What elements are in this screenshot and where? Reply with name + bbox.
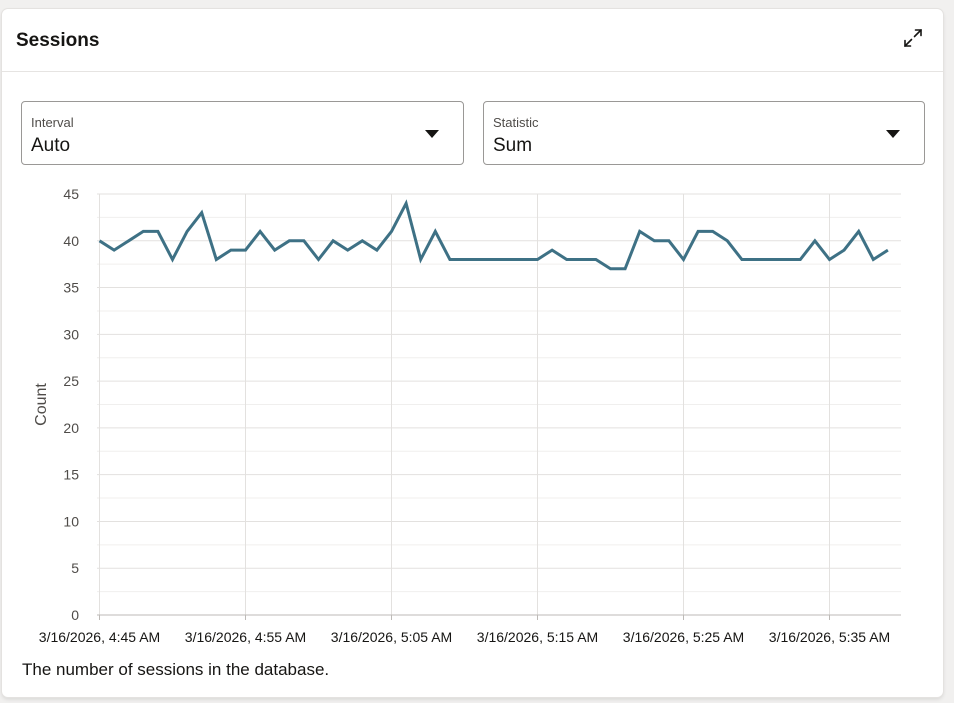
y-tick-label: 30: [63, 326, 79, 342]
y-tick-label: 15: [63, 467, 79, 483]
expand-arrows-icon: [904, 29, 922, 47]
expand-button[interactable]: [901, 26, 925, 50]
y-tick-label: 40: [63, 233, 79, 249]
interval-value: Auto: [31, 135, 71, 156]
data-point: [506, 257, 510, 261]
data-point: [667, 239, 671, 243]
data-point: [857, 229, 861, 233]
data-point: [871, 257, 875, 261]
data-point: [769, 257, 773, 261]
data-point: [200, 211, 204, 215]
data-point: [755, 257, 759, 261]
data-point: [127, 239, 131, 243]
data-point: [638, 229, 642, 233]
data-point: [784, 257, 788, 261]
data-point: [317, 257, 321, 261]
y-tick-label: 10: [63, 513, 79, 529]
x-tick-label: 3/16/2026, 4:55 AM: [185, 629, 306, 645]
card-header: Sessions: [2, 9, 943, 72]
data-point: [302, 239, 306, 243]
data-point: [273, 248, 277, 252]
data-point: [346, 248, 350, 252]
data-point: [360, 239, 364, 243]
data-point: [609, 267, 613, 271]
x-tick-label: 3/16/2026, 5:35 AM: [769, 629, 890, 645]
data-point: [112, 248, 116, 252]
data-point: [433, 229, 437, 233]
data-point: [244, 248, 248, 252]
x-tick-label: 3/16/2026, 5:05 AM: [331, 629, 452, 645]
data-point: [536, 257, 540, 261]
data-point: [521, 257, 525, 261]
data-point: [886, 248, 890, 252]
data-point: [842, 248, 846, 252]
data-point: [419, 257, 423, 261]
data-point: [565, 257, 569, 261]
interval-select[interactable]: Interval Auto: [21, 101, 464, 165]
data-point: [214, 257, 218, 261]
y-tick-label: 0: [71, 607, 79, 623]
y-tick-label: 5: [71, 560, 79, 576]
data-point: [798, 257, 802, 261]
data-point: [258, 229, 262, 233]
data-point: [156, 229, 160, 233]
data-point: [682, 257, 686, 261]
data-point: [375, 248, 379, 252]
data-point: [623, 267, 627, 271]
data-point: [594, 257, 598, 261]
x-tick-label: 3/16/2026, 5:15 AM: [477, 629, 598, 645]
statistic-label: Statistic: [493, 115, 539, 130]
data-point: [652, 239, 656, 243]
data-point: [711, 229, 715, 233]
data-point: [448, 257, 452, 261]
data-point: [331, 239, 335, 243]
y-tick-label: 20: [63, 420, 79, 436]
data-point: [404, 201, 408, 205]
chevron-down-icon: [425, 130, 439, 138]
data-point: [492, 257, 496, 261]
data-point: [550, 248, 554, 252]
sessions-line-chart: 0 5 10 15 20 25 30 35 40 45 3/16/2026, 4:45 AM 3/16…: [33, 186, 901, 645]
x-tick-label: 3/16/2026, 4:45 AM: [39, 629, 160, 645]
chart-description: The number of sessions in the database.: [22, 660, 330, 679]
statistic-value: Sum: [493, 135, 533, 156]
x-tick-label: 3/16/2026, 5:25 AM: [623, 629, 744, 645]
data-point: [98, 239, 102, 243]
y-tick-label: 35: [63, 280, 79, 296]
chevron-down-icon: [886, 130, 900, 138]
data-point: [740, 257, 744, 261]
sessions-series-line: [98, 199, 889, 271]
data-point: [141, 229, 145, 233]
data-point: [477, 257, 481, 261]
y-axis-title: Count: [33, 383, 50, 426]
data-point: [828, 257, 832, 261]
y-tick-label: 25: [63, 373, 79, 389]
data-point: [287, 239, 291, 243]
data-point: [171, 257, 175, 261]
data-point: [813, 239, 817, 243]
data-point: [696, 229, 700, 233]
data-point: [463, 257, 467, 261]
data-point: [390, 229, 394, 233]
data-point: [579, 257, 583, 261]
sessions-card: Sessions Interval Auto Statistic Sum 0 5 1…: [2, 9, 943, 697]
data-point: [185, 229, 189, 233]
y-tick-label: 45: [63, 186, 79, 202]
data-point: [229, 248, 233, 252]
card-title: Sessions: [16, 30, 100, 51]
data-point: [725, 239, 729, 243]
interval-label: Interval: [31, 115, 74, 130]
statistic-select[interactable]: Statistic Sum: [483, 101, 925, 165]
